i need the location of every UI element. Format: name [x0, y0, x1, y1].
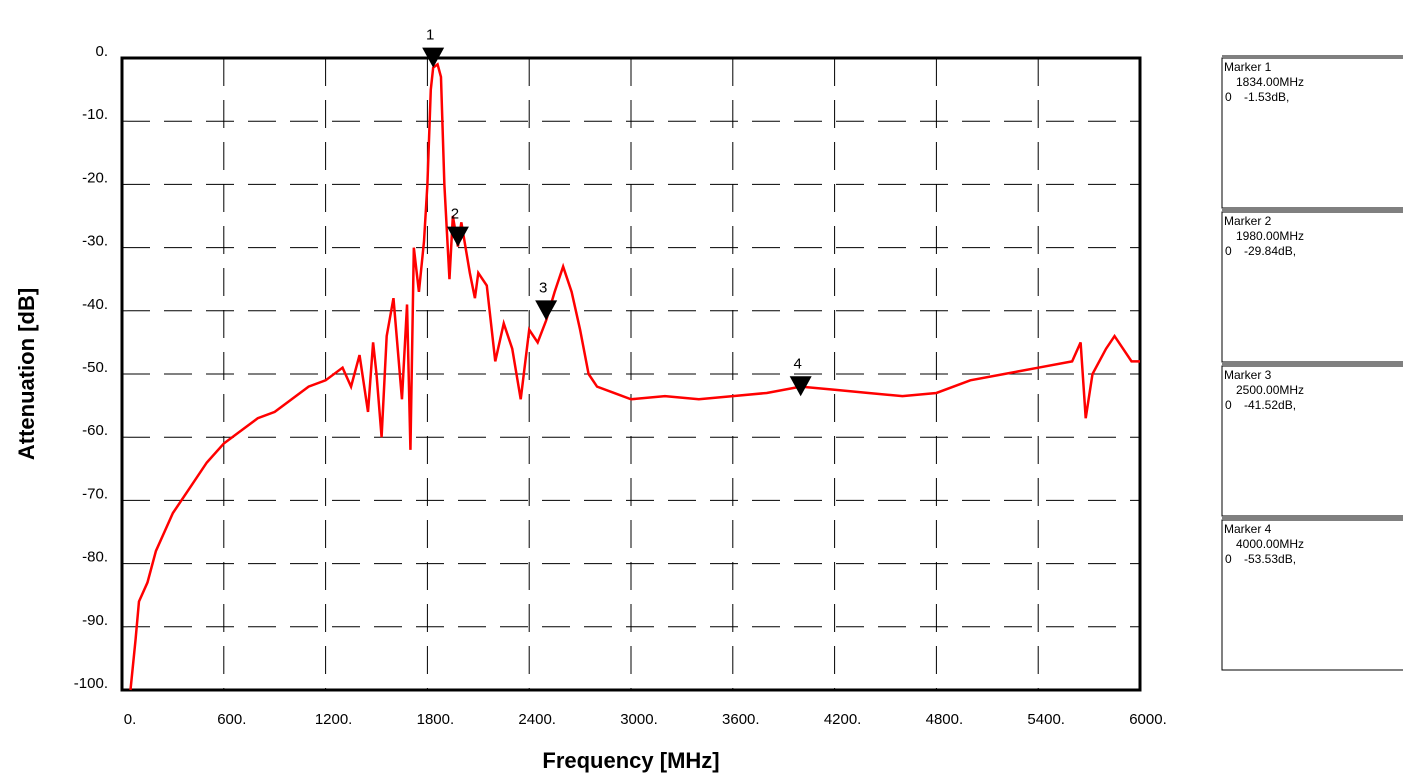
plot-frame — [120, 56, 1142, 692]
marker-panel-channel: 0 — [1225, 552, 1232, 566]
marker-panel-name: Marker 3 — [1224, 368, 1272, 382]
trace — [129, 62, 1140, 691]
marker-panel-frequency: 1980.00MHz — [1236, 229, 1304, 243]
y-tick-label: -70. — [82, 485, 108, 502]
marker-panel-name: Marker 4 — [1224, 522, 1272, 536]
y-tick-label: -80. — [82, 549, 108, 566]
marker-panel-frequency: 4000.00MHz — [1236, 537, 1304, 551]
x-tick-label: 4200. — [824, 711, 862, 728]
y-tick-label: 0. — [95, 43, 108, 60]
marker-panel-value: -53.53dB, — [1244, 552, 1296, 566]
y-tick-label: -10. — [82, 106, 108, 123]
y-tick-label: -30. — [82, 233, 108, 250]
marker-panel-channel: 0 — [1225, 90, 1232, 104]
x-tick-label: 3000. — [620, 711, 658, 728]
marker-panel — [1221, 211, 1403, 363]
x-tick-label: 5400. — [1027, 711, 1065, 728]
x-tick-label: 3600. — [722, 711, 760, 728]
marker-triangle — [789, 376, 812, 397]
y-tick-label: -50. — [82, 359, 108, 376]
marker-panel-name: Marker 2 — [1224, 214, 1272, 228]
y-tick-label: -40. — [82, 296, 108, 313]
marker-number: 2 — [451, 206, 459, 223]
marker-panel-value: -29.84dB, — [1244, 244, 1296, 258]
x-tick-label: 1800. — [417, 711, 455, 728]
marker-panel-name: Marker 1 — [1224, 60, 1272, 74]
marker-panel — [1221, 365, 1403, 517]
marker-triangle — [446, 226, 469, 247]
y-tick-label: -100. — [74, 675, 108, 692]
marker-panel — [1221, 57, 1403, 209]
x-tick-label: 6000. — [1129, 711, 1167, 728]
marker-panel — [1221, 519, 1403, 671]
marker-panel-channel: 0 — [1225, 398, 1232, 412]
x-tick-label: 4800. — [926, 711, 964, 728]
x-axis-label: Frequency [MHz] — [542, 748, 719, 773]
y-tick-label: -60. — [82, 422, 108, 439]
marker-panel-frequency: 2500.00MHz — [1236, 383, 1304, 397]
marker-triangle — [422, 47, 445, 68]
marker-number: 3 — [539, 279, 547, 296]
x-tick-label: 600. — [217, 711, 246, 728]
y-axis-label: Attenuation [dB] — [14, 288, 39, 460]
marker-panel-channel: 0 — [1225, 244, 1232, 258]
x-tick-label: 1200. — [315, 711, 353, 728]
y-tick-label: -20. — [82, 169, 108, 186]
marker-panel-value: -1.53dB, — [1244, 90, 1289, 104]
x-tick-label: 0. — [124, 711, 137, 728]
marker-number: 1 — [426, 27, 434, 44]
x-tick-label: 2400. — [518, 711, 556, 728]
marker-number: 4 — [793, 355, 801, 372]
y-tick-label: -90. — [82, 612, 108, 629]
marker-triangle — [535, 300, 558, 321]
marker-panel-frequency: 1834.00MHz — [1236, 75, 1304, 89]
marker-panel-value: -41.52dB, — [1244, 398, 1296, 412]
